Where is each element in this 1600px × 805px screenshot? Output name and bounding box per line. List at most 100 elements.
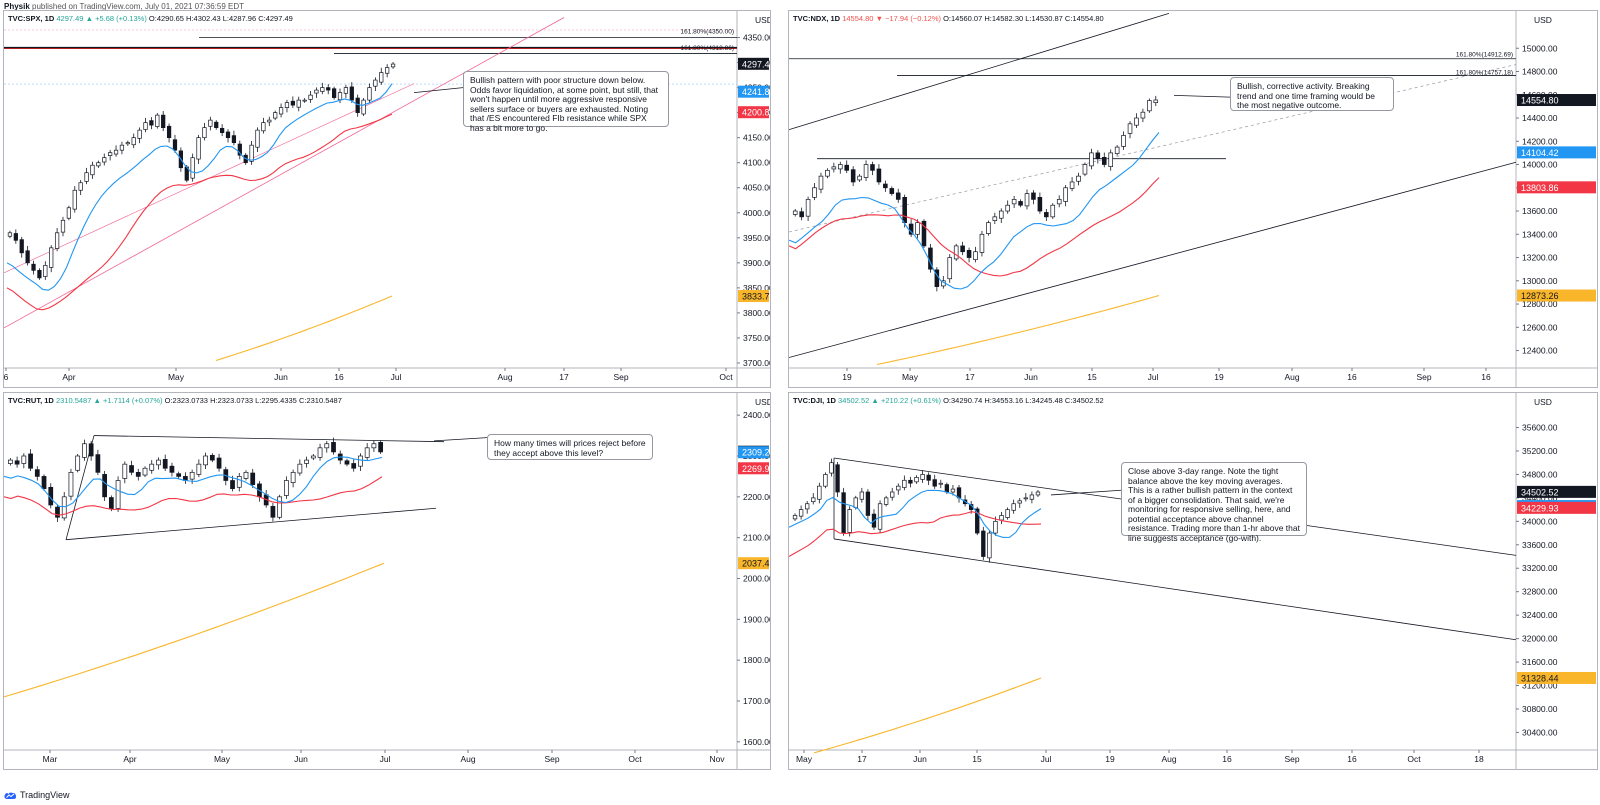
candle [72,186,77,213]
candle [1029,491,1035,504]
x-tick-label: Sep [1284,754,1299,764]
candle [317,443,323,461]
candle-body [304,459,309,464]
change-value: +5.68 (+0.13%) [95,14,147,23]
y-tick-label: 35200.00 [1522,446,1558,456]
y-tick-label: 14000.00 [1522,160,1558,170]
candle-body [149,463,155,471]
direction-arrow: ▲ [871,396,879,405]
x-tick-label: Aug [1161,754,1176,764]
candle [216,453,222,472]
candle-body [28,453,33,469]
price-label: 34502.52 [1517,485,1596,498]
candle [823,472,828,489]
candle-body [1063,187,1068,202]
panel-title: TVC:DJI, 1D 34502.52 ▲ +210.22 (+0.61%) … [793,396,1104,405]
ohlc-low: L:14530.87 [1025,14,1063,23]
y-tick-label: 1700.0000 [743,696,770,706]
candle [137,127,142,144]
x-tick-label: 16 [1222,754,1232,764]
footer-brand[interactable]: TradingView [4,790,70,800]
candle-body [829,462,834,474]
chart-panel-rut[interactable]: TVC:RUT, 1D 2310.5487 ▲ +1.7114 (+0.07%)… [3,392,785,770]
candle [331,437,336,455]
y-tick-label: 4050.00 [743,183,770,193]
y-tick-label: 4000.00 [743,208,770,218]
candle [290,469,296,488]
y-tick-label: 14200.00 [1522,136,1558,146]
price-label: 4241.83 [738,85,775,98]
trend-line [413,87,464,93]
symbol-label[interactable]: TVC:RUT, 1D [8,396,54,405]
candle [142,466,148,478]
trend-line [833,538,1517,641]
x-tick-label: Jul [1041,754,1052,764]
x-tick-label: Sep [1416,372,1431,382]
symbol-label[interactable]: TVC:NDX, 1D [793,14,841,23]
candle-body [999,515,1004,521]
price-label: 14104.42 [1517,146,1596,159]
chart-panel-ndx[interactable]: TVC:NDX, 1D 14554.80 ▼ −17.94 (−0.12%) O… [788,10,1598,388]
x-tick-label: 16 [1347,372,1357,382]
trend-line [65,507,437,541]
candle-body [947,257,953,280]
candle-body [1082,164,1088,175]
candle-body [883,183,888,189]
candle-body [21,455,27,464]
candle-body [176,473,182,477]
candle-body [1121,135,1126,147]
candle-body [196,137,201,160]
annotation-callout[interactable]: How many times will prices reject before… [487,434,653,460]
chart-panel-dji[interactable]: TVC:DJI, 1D 34502.52 ▲ +210.22 (+0.61%) … [788,392,1598,770]
candle-body [78,182,83,191]
candle-body [950,488,956,493]
candle-body [371,443,377,449]
y-tick-label: 31600.00 [1522,657,1558,667]
candle-body [973,251,978,260]
candle [129,460,134,476]
x-tick-label: May [214,754,231,764]
y-tick-label: 32000.00 [1522,634,1558,644]
fib-level-label: 161.80%(14757.18) [1456,70,1513,77]
y-tick-label: 12800.00 [1522,299,1558,309]
chart-svg[interactable]: USD4350.004300.004250.004200.004150.0041… [4,11,775,387]
chart-svg[interactable]: USD 35600.00 35200.00 34800.00 34400.00 34000… [788,393,1597,769]
price-label-text: 13803.86 [1521,183,1559,193]
candle-body [1005,204,1010,212]
y-tick-label: 32400.00 [1522,610,1558,620]
candle [908,476,913,488]
candle [250,468,256,489]
candle-body [1050,204,1056,218]
candle-body [953,245,959,260]
candle [169,462,175,477]
annotation-callout[interactable]: Close above 3-day range. Note the tight … [1121,462,1307,542]
ohlc-open: O:2323.0733 [164,396,208,405]
candle [102,470,107,501]
y-tick-label: 3800.00 [743,308,770,318]
price-label-text: 3833.78 [742,292,770,302]
candle [131,133,136,149]
candle [273,110,278,121]
chart-panel-spx[interactable]: TVC:SPX, 1D 4297.49 ▲ +5.68 (+0.13%) O:4… [3,10,775,388]
candle-body [981,530,986,557]
candle [231,130,237,146]
annotation-callout[interactable]: Bullish, corrective activity. Breaking t… [1230,77,1394,111]
symbol-label[interactable]: TVC:DJI, 1D [793,396,836,405]
author-name[interactable]: Physik [4,2,30,11]
symbol-label[interactable]: TVC:SPX, 1D [8,14,55,23]
candle-body [290,471,296,483]
candle [1023,493,1028,502]
candle [844,160,850,174]
annotation-callout[interactable]: Bullish pattern with poor structure down… [463,71,669,132]
candle-body [805,199,811,217]
candle-body [66,207,72,219]
chart-svg[interactable]: USD2400.00002300.00002200.00002100.00002… [3,393,785,769]
candle-body [847,509,852,533]
candle [214,120,219,130]
candle [358,453,363,471]
price-label: 4200.85 [738,106,775,119]
chart-svg[interactable]: USD15000.0014800.0014600.0014400.0014200… [788,11,1597,387]
ohlc-low: L:34245.48 [1025,396,1063,405]
candle-body [41,476,47,490]
x-tick-label: Sep [544,754,559,764]
